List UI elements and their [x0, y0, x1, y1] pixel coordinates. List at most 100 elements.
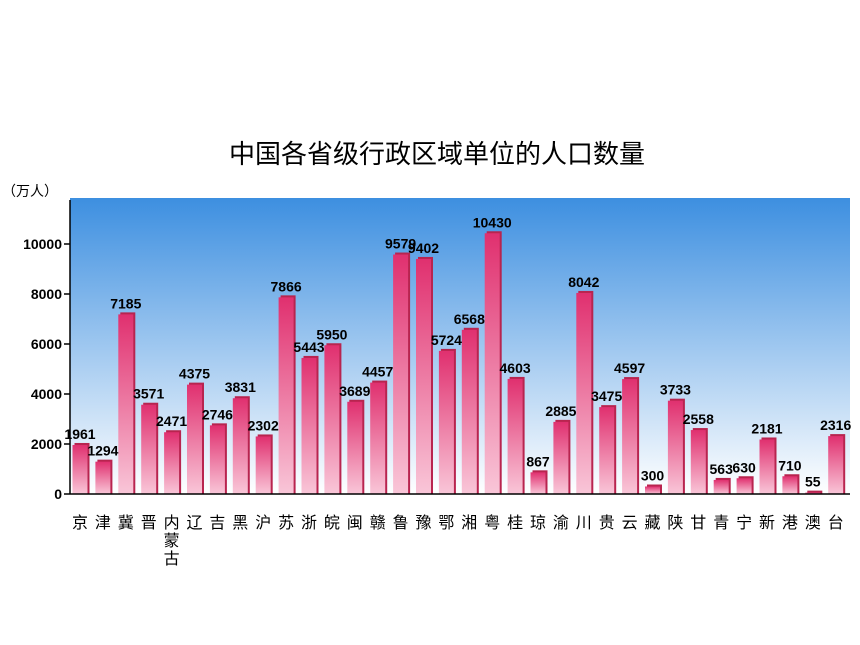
bar-value-label: 710 [778, 457, 802, 473]
bar-value-label: 9402 [408, 240, 439, 256]
x-category-label: 湘 [461, 513, 477, 532]
bar-value-label: 3571 [133, 386, 164, 402]
bar-value-label: 2885 [545, 403, 576, 419]
bar [713, 479, 729, 494]
x-category-label: 浙 [301, 513, 317, 532]
bar [393, 254, 409, 494]
bar [141, 404, 157, 494]
bar-value-label: 5950 [316, 326, 347, 342]
bar [461, 329, 477, 494]
bar [278, 297, 294, 494]
bar [828, 436, 844, 494]
bar-value-label: 4375 [179, 366, 210, 382]
bar-value-label: 7866 [271, 278, 302, 294]
bar-value-label: 3689 [339, 383, 370, 399]
y-tick-label: 6000 [31, 336, 62, 352]
bar [416, 258, 431, 494]
x-category-label: 皖 [324, 513, 340, 532]
y-tick-label: 2000 [31, 436, 62, 452]
bar-value-label: 3475 [591, 388, 622, 404]
x-category-label: 黑 [232, 513, 248, 532]
bar-value-label: 5443 [293, 339, 324, 355]
bar-value-label: 7185 [110, 295, 141, 311]
bar [622, 379, 638, 494]
bar-value-label: 4597 [614, 360, 645, 376]
x-category-label: 桂 [507, 513, 523, 532]
y-tick-label: 0 [54, 486, 62, 502]
bar-value-label: 2558 [683, 411, 714, 427]
bar [347, 401, 363, 494]
bar [72, 444, 88, 494]
bar-value-label: 1294 [87, 443, 118, 459]
bar-value-label: 4457 [362, 364, 393, 380]
bar [95, 461, 111, 494]
bar [736, 478, 752, 494]
x-category-label: 辽 [186, 513, 202, 532]
bar [553, 421, 569, 494]
bar [530, 472, 546, 494]
x-category-label: 闽 [347, 513, 363, 532]
x-category-label: 京 [72, 513, 88, 532]
y-tick-label: 8000 [31, 286, 62, 302]
bar-series [72, 231, 846, 494]
bar-value-label: 6568 [454, 311, 485, 327]
bar [370, 382, 386, 494]
bar-value-label: 5724 [431, 332, 462, 348]
bar [576, 292, 592, 494]
y-axis-unit-label: （万人） [2, 184, 58, 200]
x-category-label: 冀 [118, 513, 134, 532]
y-tick-label: 4000 [31, 386, 62, 402]
x-category-label: 渝 [553, 513, 569, 532]
x-category-label: 鄂 [438, 513, 454, 532]
bar-value-label: 8042 [568, 274, 599, 290]
chart-title: 中国各省级行政区域单位的人口数量 [229, 140, 645, 170]
x-category-label: 台 [828, 513, 844, 532]
bar-shadow [807, 490, 823, 494]
bar [667, 400, 683, 494]
bar [255, 436, 271, 494]
bar [438, 350, 454, 494]
bar-value-label: 1961 [64, 426, 95, 442]
bar-value-label: 2181 [751, 420, 782, 436]
x-category-label: 津 [95, 513, 111, 532]
bar [484, 233, 500, 494]
x-category-label: 贵 [599, 513, 615, 532]
x-category-label: 青 [713, 513, 729, 532]
bar-value-label: 630 [732, 459, 756, 475]
x-category-label: 宁 [736, 513, 752, 532]
bar-value-label: 2471 [156, 413, 187, 429]
x-category-label: 甘 [690, 513, 706, 532]
bar [645, 486, 660, 494]
bar-value-label: 4603 [500, 360, 531, 376]
bar [782, 476, 798, 494]
x-category-label: 陕 [667, 513, 683, 532]
bar [232, 398, 248, 494]
bar [690, 430, 706, 494]
bar-value-label: 2302 [248, 417, 279, 433]
x-axis-labels: 京津冀晋内蒙古辽吉黑沪苏浙皖闽赣鲁豫鄂湘粤桂琼渝川贵云藏陕甘青宁新港澳台 [72, 513, 844, 568]
x-category-label: 港 [782, 513, 798, 532]
x-category-label: 澳 [805, 513, 821, 532]
x-category-label: 云 [622, 513, 638, 532]
x-category-label: 豫 [415, 513, 431, 532]
x-category-label: 沪 [255, 513, 271, 532]
bar [164, 432, 180, 494]
x-category-label: 新 [759, 513, 775, 532]
x-category-label: 藏 [644, 513, 660, 532]
bar-value-label: 55 [805, 474, 821, 490]
bar-value-label: 2746 [202, 406, 233, 422]
x-category-label: 吉 [209, 513, 225, 532]
bar [209, 425, 225, 494]
bar-value-label: 10430 [473, 214, 512, 230]
bar [118, 314, 134, 494]
y-tick-label: 10000 [23, 236, 62, 252]
bar-value-label: 2316 [820, 417, 851, 433]
bar-value-label: 9579 [385, 236, 416, 252]
x-category-label: 粤 [484, 513, 500, 532]
x-category-label: 赣 [370, 513, 386, 532]
y-axis: 0 2000 4000 6000 8000 10000 [23, 236, 70, 502]
bar-value-label: 867 [526, 453, 550, 469]
bar-value-label: 3733 [660, 382, 691, 398]
